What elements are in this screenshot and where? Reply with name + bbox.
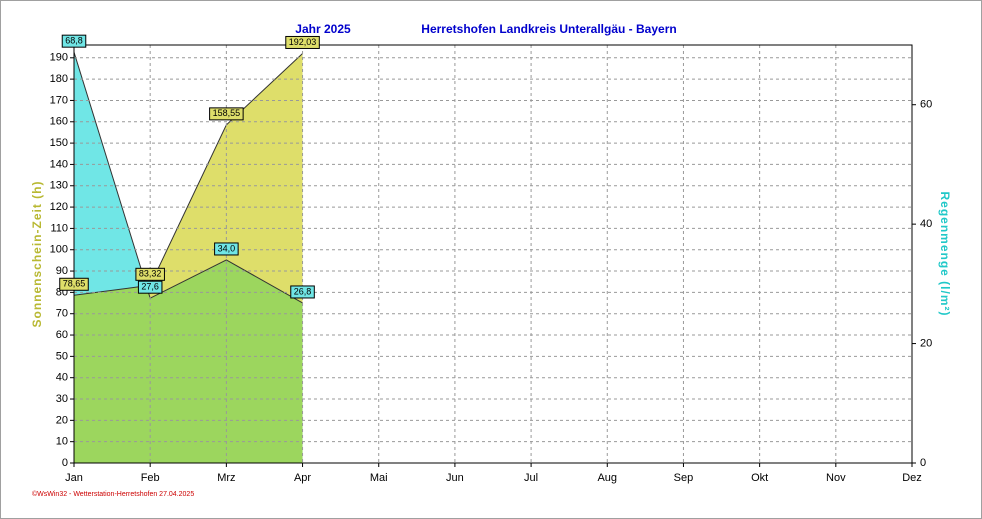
value-label-box <box>290 285 315 299</box>
value-label-box <box>285 35 320 49</box>
y-tick-label: 150 <box>50 137 68 149</box>
value-label: 192,03 <box>285 35 320 49</box>
value-label: 26,8 <box>290 285 315 299</box>
plot-border <box>73 44 913 464</box>
y2-tick-label: 0 <box>920 457 926 469</box>
x-tick-label: Jun <box>446 472 464 484</box>
x-tick-label: Dez <box>902 472 922 484</box>
value-label-text: 83,32 <box>139 269 162 279</box>
x-tick-label: Aug <box>597 472 617 484</box>
y-tick-label: 60 <box>56 329 68 341</box>
value-label-box <box>137 280 163 294</box>
value-label-text: 26,8 <box>294 286 312 296</box>
value-label-box <box>61 34 87 48</box>
x-tick-label: Mrz <box>217 472 235 484</box>
value-label: 78,65 <box>59 277 89 291</box>
x-tick-label: Jan <box>65 472 83 484</box>
y2-tick-label: 60 <box>920 99 932 111</box>
chart-subtitle: Herretshofen Landkreis Unterallgäu - Bay… <box>421 22 676 36</box>
x-tick-label: Sep <box>674 472 694 484</box>
y-tick-label: 130 <box>50 180 68 192</box>
value-label-text: 192,03 <box>289 37 317 47</box>
value-label-text: 34,0 <box>218 243 236 253</box>
footer: ©WsWin32 - Wetterstation-Herretshofen 27… <box>32 490 194 498</box>
y2-tick-label: 40 <box>920 218 932 230</box>
value-label-box <box>59 277 89 291</box>
y-tick-label: 140 <box>50 158 68 170</box>
x-tick-label: Apr <box>294 472 311 484</box>
value-label-text: 158,55 <box>213 108 241 118</box>
y2-tick-label: 20 <box>920 337 932 349</box>
y-tick-label: 160 <box>50 116 68 128</box>
line <box>73 53 303 296</box>
y-tick-label: 170 <box>50 94 68 106</box>
value-label-box <box>135 267 165 281</box>
value-label: 34,0 <box>214 242 239 256</box>
value-label-box <box>214 242 239 256</box>
chart-title: Jahr 2025 <box>295 22 351 36</box>
value-label-text: 78,65 <box>63 279 86 289</box>
y-tick-label: 190 <box>50 52 68 64</box>
value-label: 158,55 <box>209 107 244 121</box>
y-tick-label: 70 <box>56 308 68 320</box>
x-tick-label: Feb <box>141 472 160 484</box>
y-tick-label: 20 <box>56 414 68 426</box>
value-label-text: 68,8 <box>65 36 83 46</box>
x-tick-label: Nov <box>826 472 846 484</box>
y-tick-label: 0 <box>62 457 68 469</box>
y-tick-label: 40 <box>56 372 68 384</box>
y-tick-label: 120 <box>50 201 68 213</box>
value-label-box <box>209 107 244 121</box>
line <box>73 52 303 304</box>
y-tick-label: 30 <box>56 393 68 405</box>
y-tick-label: 10 <box>56 436 68 448</box>
value-label: 68,8 <box>61 34 87 48</box>
value-label-text: 27,6 <box>141 282 159 292</box>
y2-axis-label: Regenmenge (l/m²) <box>938 191 952 316</box>
y-tick-label: 90 <box>56 265 68 277</box>
y-tick-label: 110 <box>50 222 68 234</box>
y-tick-label: 100 <box>50 244 68 256</box>
overlap-area <box>74 53 303 463</box>
x-tick-label: Mai <box>370 472 388 484</box>
value-label: 83,32 <box>135 267 165 281</box>
y-tick-label: 50 <box>56 350 68 362</box>
y-axis-label: Sonnenschein-Zeit (h) <box>30 181 44 328</box>
value-label: 27,6 <box>137 280 163 294</box>
x-tick-label: Jul <box>524 472 538 484</box>
x-tick-label: Okt <box>751 472 768 484</box>
y-tick-label: 180 <box>50 73 68 85</box>
